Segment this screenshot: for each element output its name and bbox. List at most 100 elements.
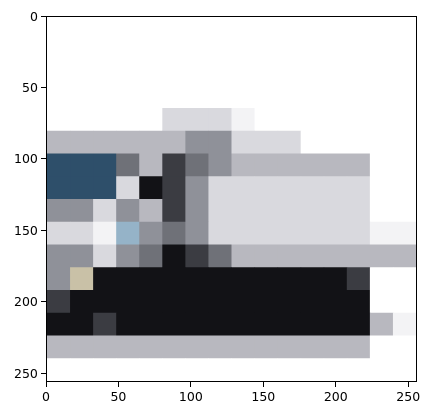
image-pixel xyxy=(185,17,209,41)
image-pixel xyxy=(231,244,256,268)
image-pixel xyxy=(208,244,232,268)
image-pixel xyxy=(70,17,94,41)
image-pixel xyxy=(93,130,117,154)
image-pixel xyxy=(277,221,302,245)
image-pixel xyxy=(346,176,371,200)
image-pixel xyxy=(231,176,256,200)
image-pixel xyxy=(93,290,117,314)
image-pixel xyxy=(208,108,232,132)
image-pixel xyxy=(346,199,371,223)
image-pixel xyxy=(139,17,163,41)
image-pixel xyxy=(323,244,348,268)
image-pixel xyxy=(47,176,71,200)
image-pixel xyxy=(369,267,394,291)
image-pixel xyxy=(254,176,279,200)
image-pixel xyxy=(208,335,232,359)
image-pixel xyxy=(346,62,371,86)
image-pixel xyxy=(231,130,256,154)
image-pixel xyxy=(116,290,140,314)
image-pixel xyxy=(47,153,71,177)
image-pixel xyxy=(70,199,94,223)
image-pixel xyxy=(392,85,416,109)
image-pixel xyxy=(70,130,94,154)
image-pixel xyxy=(254,130,279,154)
image-pixel xyxy=(162,221,186,245)
x-tick-label: 0 xyxy=(42,389,50,404)
image-pixel xyxy=(346,267,371,291)
image-pixel xyxy=(369,199,394,223)
image-pixel xyxy=(323,130,348,154)
image-pixel xyxy=(162,62,186,86)
image-pixel xyxy=(300,62,325,86)
image-pixel xyxy=(277,39,302,63)
x-tick-mark xyxy=(407,382,409,387)
image-pixel xyxy=(277,108,302,132)
image-pixel xyxy=(208,290,232,314)
image-pixel xyxy=(277,130,302,154)
image-pixel xyxy=(369,62,394,86)
x-tick-mark xyxy=(190,382,192,387)
image-pixel xyxy=(93,358,117,381)
image-pixel xyxy=(116,358,140,381)
image-pixel xyxy=(346,335,371,359)
image-pixel xyxy=(93,221,117,245)
image-pixel xyxy=(277,267,302,291)
image-pixel xyxy=(254,85,279,109)
y-tick-mark xyxy=(41,158,46,160)
image-pixel xyxy=(93,153,117,177)
image-pixel xyxy=(300,244,325,268)
image-pixel xyxy=(323,39,348,63)
image-pixel xyxy=(254,312,279,336)
image-pixel xyxy=(346,244,371,268)
image-pixel xyxy=(369,244,394,268)
image-pixel xyxy=(139,312,163,336)
image-pixel xyxy=(185,358,209,381)
image-pixel xyxy=(300,199,325,223)
image-pixel xyxy=(116,85,140,109)
image-pixel xyxy=(346,39,371,63)
image-pixel xyxy=(392,176,416,200)
image-pixel xyxy=(185,267,209,291)
image-pixel xyxy=(208,312,232,336)
image-pixel xyxy=(300,358,325,381)
image-pixel xyxy=(369,358,394,381)
image-pixel xyxy=(392,62,416,86)
image-pixel xyxy=(231,358,256,381)
x-tick-label: 250 xyxy=(396,389,421,404)
image-pixel xyxy=(231,290,256,314)
image-pixel xyxy=(47,130,71,154)
image-pixel xyxy=(254,244,279,268)
image-pixel xyxy=(47,290,71,314)
image-pixel xyxy=(323,290,348,314)
image-pixel xyxy=(254,199,279,223)
image-pixel xyxy=(300,153,325,177)
image-pixel xyxy=(254,221,279,245)
image-pixel xyxy=(254,267,279,291)
image-pixel xyxy=(277,312,302,336)
y-tick-label: 200 xyxy=(14,294,38,310)
image-pixel xyxy=(392,17,416,41)
image-pixel xyxy=(70,39,94,63)
image-pixel xyxy=(185,130,209,154)
image-pixel xyxy=(116,17,140,41)
image-pixel xyxy=(70,312,94,336)
image-pixel xyxy=(323,199,348,223)
y-tick-label: 250 xyxy=(14,365,38,381)
image-pixel xyxy=(208,267,232,291)
image-pixel xyxy=(346,108,371,132)
image-pixel xyxy=(70,290,94,314)
image-pixel xyxy=(185,290,209,314)
image-pixel xyxy=(70,244,94,268)
image-pixel xyxy=(346,358,371,381)
image-pixel xyxy=(70,358,94,381)
image-pixel xyxy=(231,62,256,86)
image-pixel xyxy=(162,312,186,336)
y-tick-mark xyxy=(41,86,46,88)
image-pixel xyxy=(185,199,209,223)
y-tick-label: 150 xyxy=(14,222,38,238)
image-pixel xyxy=(208,17,232,41)
image-pixel xyxy=(139,290,163,314)
image-pixel xyxy=(392,108,416,132)
image-pixel xyxy=(231,335,256,359)
image-pixel xyxy=(346,17,371,41)
